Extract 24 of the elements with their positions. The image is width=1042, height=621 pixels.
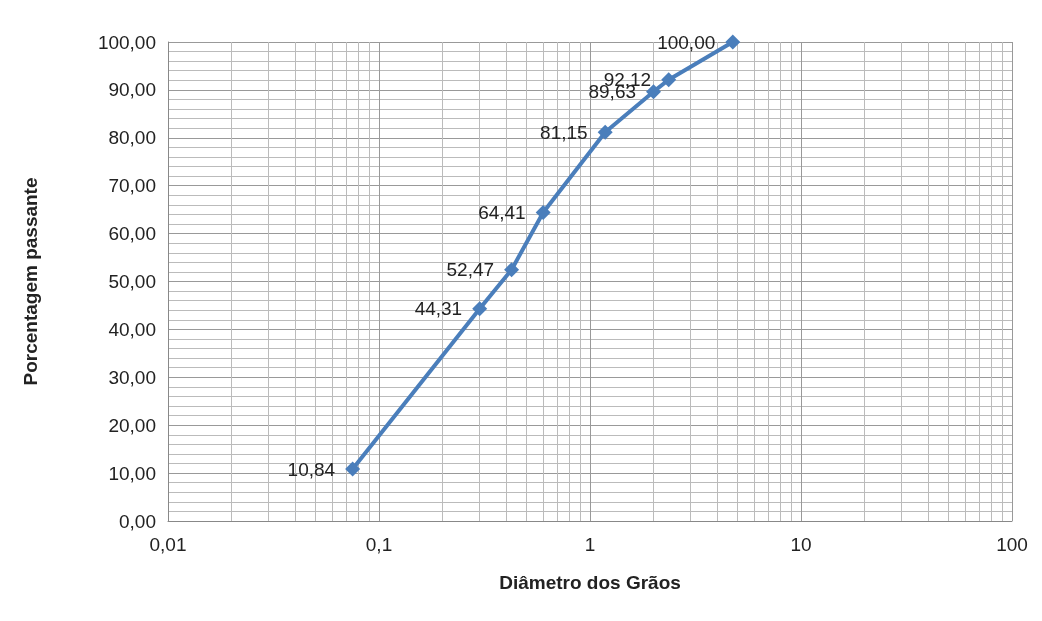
x-tick-label: 0,01 — [149, 534, 187, 555]
data-label: 52,47 — [446, 259, 495, 281]
x-tick-label: 10 — [790, 534, 812, 555]
data-label: 64,41 — [478, 201, 526, 223]
y-tick-label: 30,00 — [108, 366, 156, 388]
data-label: 44,31 — [414, 298, 463, 320]
y-tick-label: 100,00 — [97, 31, 156, 53]
x-axis-title: Diâmetro dos Grãos — [499, 572, 681, 593]
y-tick-label: 20,00 — [108, 414, 156, 436]
data-label: 10,84 — [287, 458, 336, 480]
y-tick-label: 40,00 — [108, 318, 156, 340]
y-tick-label: 60,00 — [108, 223, 156, 245]
y-tick-label: 0,00 — [119, 510, 156, 532]
y-tick-label: 70,00 — [108, 175, 156, 197]
y-tick-label: 50,00 — [108, 271, 156, 292]
y-tick-label: 10,00 — [108, 462, 156, 484]
y-axis-title: Porcentagem passante — [20, 177, 41, 386]
data-label: 100,00 — [657, 31, 716, 53]
x-tick-label: 0,1 — [365, 534, 393, 555]
x-tick-label: 100 — [996, 534, 1028, 555]
x-tick-label: 1 — [584, 534, 596, 555]
data-label: 81,15 — [540, 121, 588, 143]
y-tick-label: 90,00 — [108, 79, 156, 101]
y-tick-label: 80,00 — [108, 127, 156, 149]
